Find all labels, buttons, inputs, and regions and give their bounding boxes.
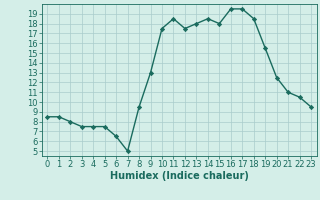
X-axis label: Humidex (Indice chaleur): Humidex (Indice chaleur) — [110, 171, 249, 181]
